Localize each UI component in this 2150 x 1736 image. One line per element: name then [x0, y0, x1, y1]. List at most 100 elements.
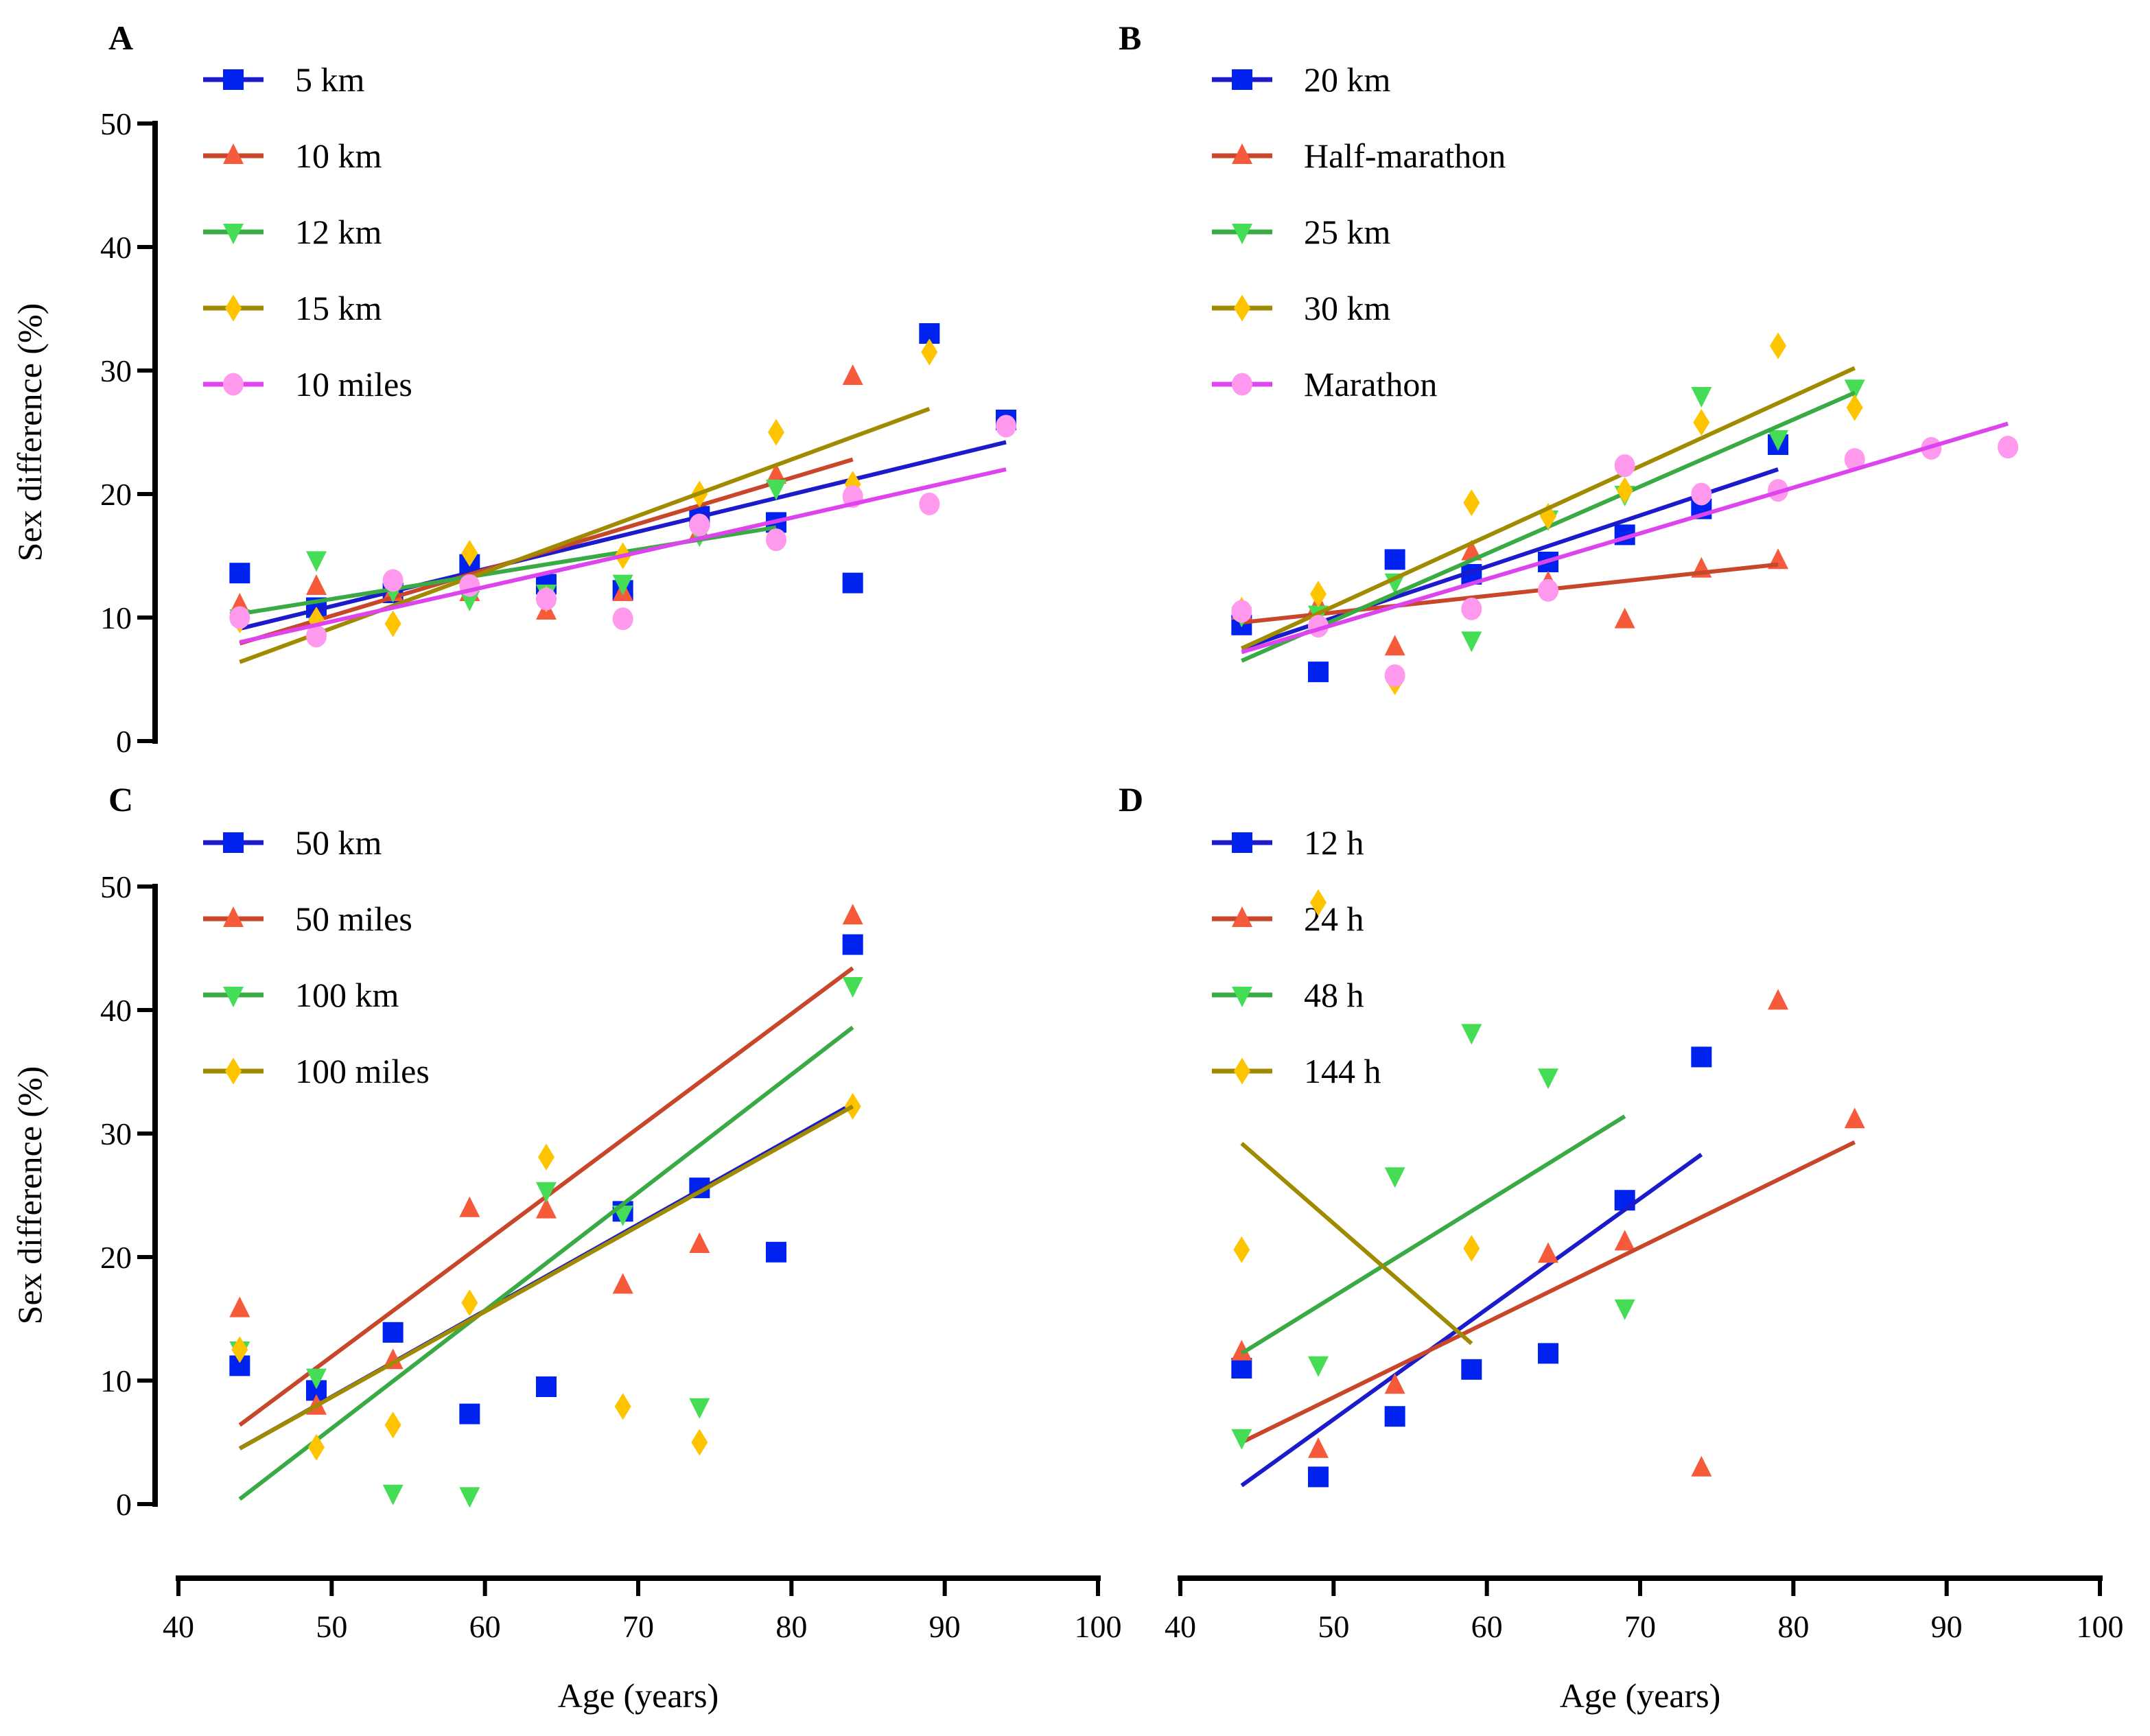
trend-line [239, 406, 931, 664]
legend-item: 12 h [1212, 823, 1364, 862]
legend-label: 12 km [295, 213, 382, 251]
legend-item: 12 km [203, 213, 382, 251]
series-24-h [1231, 989, 1865, 1477]
data-point [842, 904, 863, 925]
data-point [1614, 1230, 1635, 1251]
data-point [1310, 889, 1327, 916]
legend-label: 25 km [1304, 213, 1391, 251]
legend-label: 50 km [295, 823, 382, 862]
data-point [768, 419, 784, 446]
data-point [842, 934, 863, 955]
legend-label: Half-marathon [1304, 137, 1506, 175]
y-tick-label: 0 [116, 724, 132, 759]
data-point [306, 551, 327, 572]
data-point [1693, 409, 1710, 436]
x-axis-title: Age (years) [558, 1676, 719, 1715]
x-tick-label: 70 [622, 1609, 654, 1644]
data-point [229, 563, 250, 584]
y-axis-title: Sex difference (%) [10, 303, 49, 562]
data-point [1233, 1236, 1250, 1263]
y-tick-label: 10 [100, 600, 132, 635]
legend-label: 12 h [1304, 823, 1364, 862]
legend-item: Marathon [1212, 365, 1437, 403]
legend-item: 20 km [1212, 60, 1391, 99]
x-tick-label: 100 [2077, 1609, 2124, 1644]
data-point [1384, 1167, 1405, 1188]
legend-label: 144 h [1304, 1052, 1381, 1090]
data-point [689, 1232, 710, 1253]
data-point [1616, 477, 1633, 504]
data-point [766, 1241, 786, 1263]
x-tick-label: 100 [1075, 1609, 1122, 1644]
data-point [1231, 1429, 1252, 1450]
data-point [1461, 631, 1482, 653]
trend-line [239, 467, 1007, 644]
data-point [459, 1196, 480, 1217]
legend-marker [1232, 832, 1252, 853]
data-point [536, 587, 557, 611]
data-point [459, 1487, 480, 1508]
data-point [1538, 1068, 1558, 1090]
data-point [459, 1403, 480, 1424]
y-tick-label: 30 [100, 353, 132, 388]
data-point [1231, 1339, 1252, 1361]
legend-marker [1232, 143, 1252, 164]
legend-marker [225, 1057, 242, 1085]
data-point [1308, 1356, 1329, 1377]
data-point [382, 569, 404, 592]
y-tick-label: 30 [100, 1116, 132, 1151]
legend-item: 25 km [1212, 213, 1391, 251]
legend-label: 30 km [1304, 289, 1391, 327]
data-point [1844, 448, 1865, 471]
legend-marker [1232, 224, 1252, 244]
data-point [1231, 1358, 1252, 1379]
panel-letter: D [1119, 780, 1143, 819]
legend-marker [223, 906, 244, 927]
data-point [1770, 332, 1786, 360]
data-point [1691, 1046, 1712, 1068]
legend-label: 10 km [295, 137, 382, 175]
data-point [766, 480, 786, 500]
data-point [382, 1484, 404, 1505]
series-marathon [1231, 421, 2018, 688]
series-10-miles [229, 414, 1016, 648]
data-point [1384, 549, 1405, 570]
legend-item: 48 h [1212, 976, 1364, 1014]
x-tick-label: 70 [1624, 1609, 1656, 1644]
legend-marker [225, 294, 242, 322]
legend-label: 5 km [295, 60, 365, 99]
legend-label: 100 km [295, 976, 399, 1014]
panel-c: C 0 10 20 30 40 50 Sex difference (%) 40 50 60 70 80… [10, 780, 1122, 1715]
legend-label: 50 miles [295, 900, 412, 938]
data-point [691, 1429, 708, 1456]
series-20-km [1231, 434, 1788, 683]
data-point [1463, 1234, 1480, 1262]
data-point [1691, 482, 1712, 506]
legend-marker [1232, 69, 1252, 90]
legend-item: 24 h [1212, 900, 1364, 938]
data-point [1308, 1466, 1329, 1488]
data-point [1461, 539, 1482, 561]
data-point [306, 1368, 327, 1389]
series-48-h [1231, 1024, 1635, 1450]
data-point [1231, 600, 1252, 623]
data-point [612, 607, 633, 631]
data-point [842, 977, 863, 998]
legend-marker [1232, 906, 1252, 927]
data-point [384, 610, 401, 637]
data-point [384, 1411, 401, 1439]
series-100-miles [231, 1092, 861, 1461]
panel-a: A 0 10 20 30 40 50 Sex difference (%) 5 km 10 km 1… [10, 19, 1016, 759]
x-tick-label: 40 [163, 1609, 194, 1644]
data-point [461, 1289, 478, 1317]
data-point [1384, 664, 1405, 688]
legend-marker [1234, 1057, 1250, 1085]
legend-item: 50 miles [203, 900, 412, 938]
legend-item: 100 km [203, 976, 399, 1014]
data-point [308, 1433, 325, 1461]
legend-item: Half-marathon [1212, 137, 1506, 175]
legend-label: 15 km [295, 289, 382, 327]
trend-line [1241, 421, 2009, 655]
data-point [689, 513, 710, 537]
